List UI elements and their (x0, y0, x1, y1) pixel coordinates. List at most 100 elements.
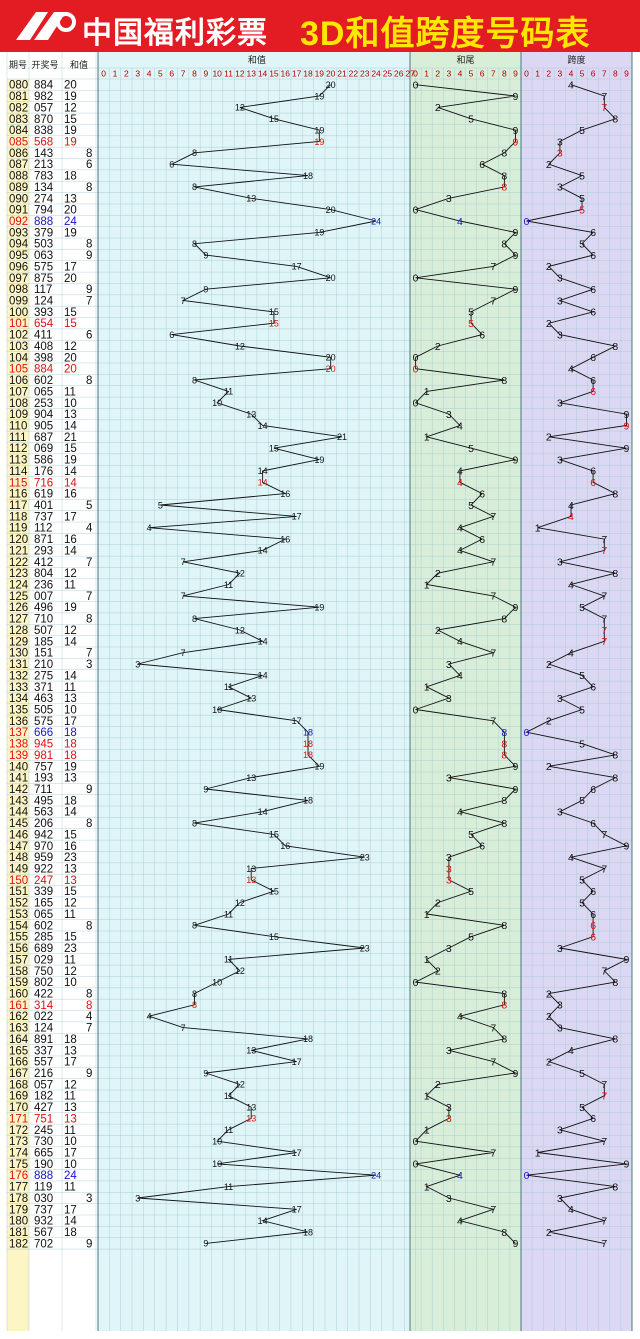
sum-109: 13 (64, 409, 77, 421)
period-081: 081 (9, 91, 28, 103)
period-118: 118 (9, 511, 27, 523)
sum-126: 19 (64, 602, 77, 614)
sum-145: 8 (86, 818, 92, 830)
span-point-166: 2 (546, 1056, 552, 1068)
sum-point-122: 7 (181, 557, 186, 567)
trend-chart: 期号 开奖号 和值 和值 和尾 跨度0 1 2 3 4 5 6 7 8 9 10 11 12 13 14 15 16 17 1… (0, 52, 640, 1339)
period-167: 167 (9, 1068, 28, 1080)
span-point-170: 5 (579, 1102, 585, 1114)
number-162: 022 (34, 1011, 53, 1023)
period-103: 103 (9, 341, 28, 353)
span-point-163: 3 (557, 1022, 563, 1034)
sum-tick-9: 9 (203, 69, 208, 79)
number-165: 337 (34, 1045, 53, 1057)
sum-point-115: 14 (258, 478, 268, 488)
sum-096: 17 (64, 261, 77, 273)
period-161: 161 (9, 1000, 28, 1012)
sum-tick-10: 10 (212, 69, 222, 79)
tail-point-179: 7 (490, 1204, 496, 1216)
span-point-117: 4 (568, 500, 574, 512)
sum-085: 19 (64, 136, 77, 148)
period-105: 105 (9, 364, 28, 376)
sum-tick-3: 3 (135, 69, 140, 79)
sum-100: 15 (64, 307, 77, 319)
tail-point-146: 5 (468, 829, 474, 841)
number-132: 275 (34, 670, 53, 682)
number-085: 568 (34, 136, 53, 148)
period-089: 089 (9, 182, 28, 194)
sum-point-127: 8 (192, 614, 197, 624)
span-point-146: 7 (601, 829, 607, 841)
number-115: 716 (34, 477, 53, 489)
period-145: 145 (9, 818, 28, 830)
grid-lines (6, 52, 633, 1331)
number-092: 888 (34, 216, 53, 228)
sum-point-134: 13 (246, 693, 256, 703)
sum-082: 12 (64, 102, 77, 114)
period-135: 135 (9, 704, 28, 716)
sum-point-176: 24 (371, 1171, 381, 1181)
sum-tick-8: 8 (192, 69, 197, 79)
tail-point-133: 1 (424, 682, 430, 694)
tail-point-153: 1 (424, 909, 430, 921)
span-point-160: 2 (546, 988, 552, 1000)
period-112: 112 (9, 443, 27, 455)
sum-point-166: 17 (292, 1057, 302, 1067)
sum-094: 8 (86, 239, 92, 251)
period-163: 163 (9, 1023, 28, 1035)
span-point-082: 7 (601, 102, 607, 114)
sum-tick-16: 16 (281, 69, 291, 79)
section-separators (97, 52, 633, 1331)
sum-point-128: 12 (235, 625, 245, 635)
span-point-173: 7 (601, 1136, 607, 1148)
sum-105: 20 (64, 364, 77, 376)
span-point-123: 8 (612, 568, 618, 580)
number-086: 143 (34, 148, 53, 160)
tail-point-116: 6 (479, 488, 485, 500)
sum-174: 17 (64, 1148, 77, 1160)
sum-133: 11 (64, 682, 76, 694)
sum-point-125: 7 (181, 591, 186, 601)
period-139: 139 (9, 750, 28, 762)
span-point-099: 3 (557, 295, 563, 307)
tail-point-145: 8 (501, 818, 507, 830)
period-159: 159 (9, 977, 28, 989)
period-158: 158 (9, 966, 28, 978)
span-point-104: 6 (590, 352, 596, 364)
sum-125: 7 (86, 591, 92, 603)
tail-point-151: 5 (468, 886, 474, 898)
period-131: 131 (9, 659, 28, 671)
tail-point-132: 4 (457, 670, 463, 682)
span-point-095: 6 (590, 250, 596, 262)
number-097: 875 (34, 273, 53, 285)
period-093: 093 (9, 227, 28, 239)
period-170: 170 (9, 1102, 28, 1114)
period-085: 085 (9, 136, 28, 148)
sum-point-098: 9 (203, 284, 208, 294)
number-153: 065 (34, 909, 53, 921)
number-108: 253 (34, 398, 53, 410)
tail-point-150: 3 (446, 875, 452, 887)
span-point-165: 4 (568, 1045, 574, 1057)
sum-point-083: 15 (269, 114, 279, 124)
sum-point-139: 18 (303, 750, 313, 760)
number-170: 427 (34, 1102, 53, 1114)
sum-point-133: 11 (224, 682, 233, 692)
number-header: 开奖号 (31, 59, 58, 70)
number-080: 884 (34, 80, 54, 92)
sum-182: 9 (86, 1238, 92, 1250)
period-164: 164 (9, 1034, 29, 1046)
span-point-125: 7 (601, 591, 607, 603)
sum-tick-19: 19 (315, 69, 325, 79)
span-point-139: 8 (612, 750, 618, 762)
period-166: 166 (9, 1057, 28, 1069)
span-point-143: 5 (579, 795, 585, 807)
span-point-103: 8 (612, 341, 618, 353)
period-153: 153 (9, 909, 28, 921)
tail-point-169: 1 (424, 1091, 430, 1103)
sum-point-160: 8 (192, 989, 197, 999)
tail-point-108: 0 (413, 398, 419, 410)
sum-point-093: 19 (314, 228, 324, 238)
number-123: 804 (34, 568, 54, 580)
sum-point-117: 5 (158, 500, 163, 510)
